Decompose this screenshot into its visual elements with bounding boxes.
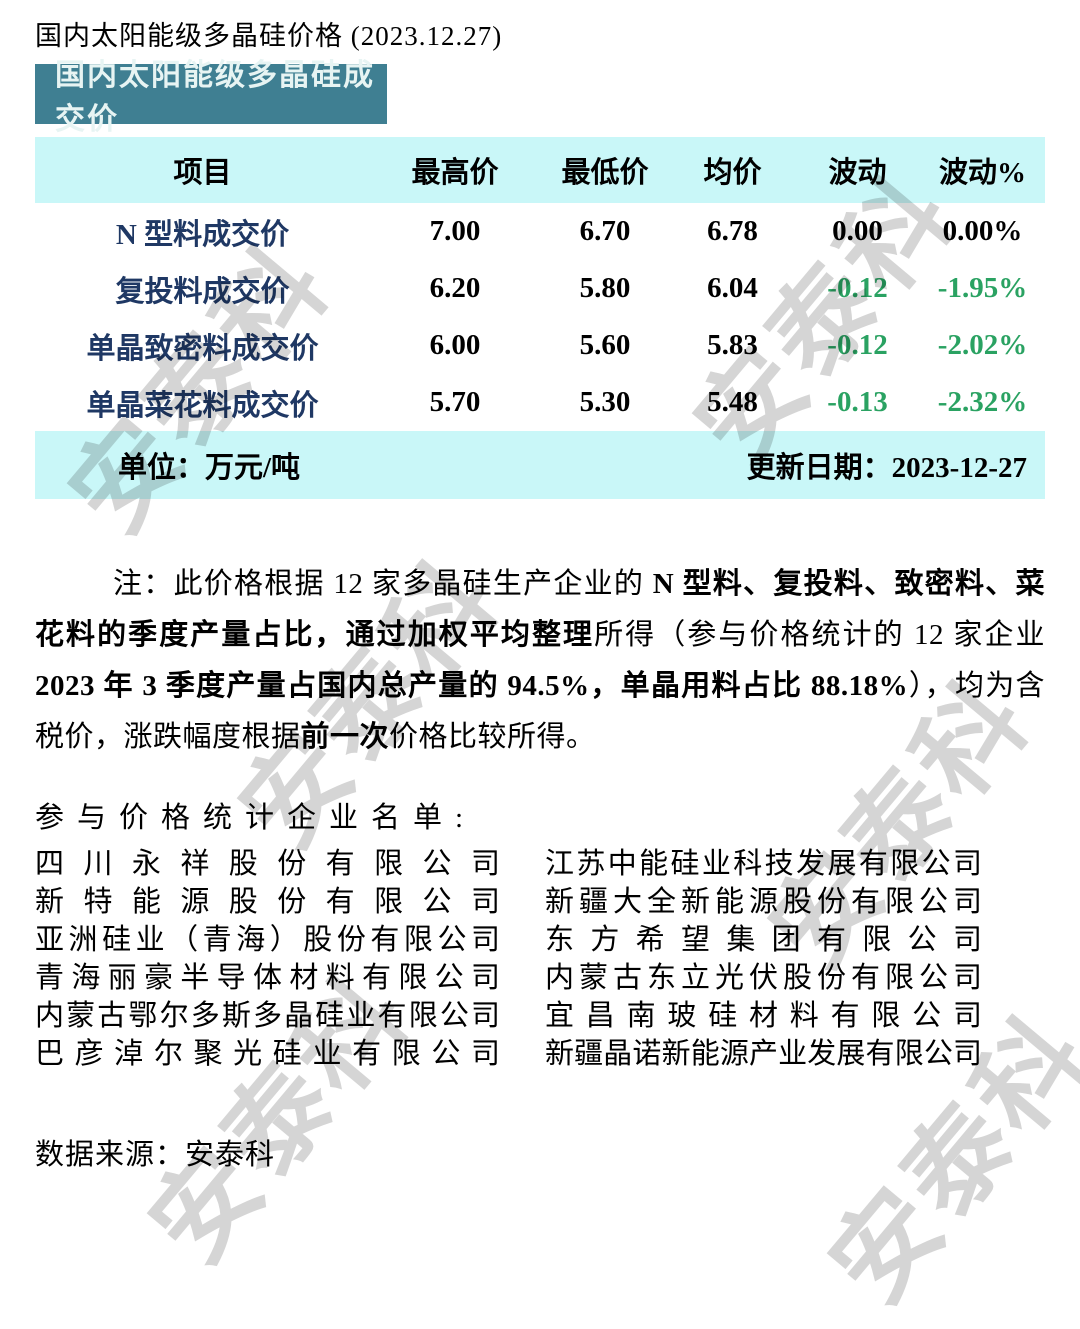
cell-label: 单晶菜花料成交价 [86,389,319,422]
price-table: 项目 最高价 最低价 均价 波动 波动% N 型料成交价 7.00 6.70 6… [35,137,1045,431]
note-segment: 注：此价格根据 12 家多晶硅生产企业的 [113,568,653,600]
section-banner: 国内太阳能级多晶硅成交价 [35,59,387,136]
cell-change: -0.12 [827,329,888,361]
company-item: 内蒙古鄂尔多斯多晶硅业有限公司 [35,1000,500,1032]
cell-low: 5.80 [579,272,631,304]
table-row: 复投料成交价 6.20 5.80 6.04 -0.12 -1.95% [35,260,1045,317]
header-change: 波动 [828,157,887,189]
note-segment: N 型料、复投料、致密料、菜花料的季度产量占比，通过加权平均整理 [35,568,1045,651]
participants-section: 参与价格统计企业名单: 四川永祥股份有限公司 新特能源股份有限公司 亚洲硅业（青… [35,795,1045,1073]
note-segment: 所得（参与价格统计的 12 家企业 [594,619,1045,651]
data-source: 数据来源：安泰科 [35,1139,276,1171]
cell-high: 6.00 [429,329,481,361]
update-date: 更新日期：2023-12-27 [746,452,1027,484]
company-item: 江苏中能硅业科技发展有限公司 [545,848,982,880]
cell-avg: 5.48 [707,386,758,418]
table-row: 单晶致密料成交价 6.00 5.60 5.83 -0.12 -2.02% [35,317,1045,374]
cell-change: -0.13 [827,386,888,418]
header-avg: 均价 [703,157,762,189]
cell-high: 6.20 [429,272,481,304]
company-item: 内蒙古东立光伏股份有限公司 [545,962,982,994]
cell-change-pct: -2.02% [937,329,1028,361]
cell-avg: 6.04 [707,272,758,304]
cell-high: 7.00 [429,215,481,247]
table-header-row: 项目 最高价 最低价 均价 波动 波动% [35,137,1045,203]
company-list-left: 四川永祥股份有限公司 新特能源股份有限公司 亚洲硅业（青海）股份有限公司 青海丽… [35,845,500,1073]
note-segment: ），均为含税价，涨跌幅度根据 [35,670,1045,753]
cell-low: 5.60 [579,329,631,361]
section-banner-label: 国内太阳能级多晶硅成交价 [55,59,375,136]
header-item: 项目 [173,157,232,189]
unit-bar: 单位：万元/吨 更新日期：2023-12-27 [35,431,1045,499]
header-low: 最低价 [561,157,649,189]
cell-change-pct: 0.00% [942,215,1023,247]
company-item: 青海丽豪半导体材料有限公司 [35,962,500,994]
company-item: 宜昌南玻硅材料有限公司 [545,1000,982,1032]
table-row: 单晶菜花料成交价 5.70 5.30 5.48 -0.13 -2.32% [35,374,1045,431]
company-item: 巴彦淖尔聚光硅业有限公司 [35,1038,500,1070]
unit-label: 单位：万元/吨 [118,452,301,484]
company-item: 四川永祥股份有限公司 [35,848,500,880]
note-paragraph: 注：此价格根据 12 家多晶硅生产企业的 N 型料、复投料、致密料、菜花料的季度… [35,559,1045,763]
cell-avg: 5.83 [707,329,758,361]
note-segment: 前一次 [300,721,390,753]
table-row: N 型料成交价 7.00 6.70 6.78 0.00 0.00% [35,203,1045,260]
company-item: 新疆大全新能源股份有限公司 [545,886,982,918]
cell-avg: 6.78 [707,215,758,247]
cell-change-pct: -1.95% [937,272,1028,304]
cell-change: 0.00 [832,215,883,247]
cell-high: 5.70 [429,386,481,418]
cell-label: N 型料成交价 [115,218,290,251]
cell-change-pct: -2.32% [937,386,1028,418]
header-high: 最高价 [411,157,499,189]
company-list-right: 江苏中能硅业科技发展有限公司 新疆大全新能源股份有限公司 东方希望集团有限公司 … [545,845,982,1073]
page-title: 国内太阳能级多晶硅价格 (2023.12.27) [35,21,503,51]
cell-low: 5.30 [579,386,631,418]
header-change-pct: 波动% [938,157,1026,189]
cell-label: 单晶致密料成交价 [86,332,319,365]
cell-change: -0.12 [827,272,888,304]
company-item: 东方希望集团有限公司 [545,924,982,956]
company-item: 新特能源股份有限公司 [35,886,500,918]
note-segment: 2023 年 3 季度产量占国内总产量的 94.5%，单晶用料占比 88.18% [35,670,909,702]
cell-low: 6.70 [579,215,631,247]
company-item: 新疆晶诺新能源产业发展有限公司 [545,1038,982,1070]
participants-heading: 参与价格统计企业名单: [35,802,477,834]
company-item: 亚洲硅业（青海）股份有限公司 [35,924,500,956]
cell-label: 复投料成交价 [115,275,290,308]
note-segment: 价格比较所得。 [389,721,596,753]
